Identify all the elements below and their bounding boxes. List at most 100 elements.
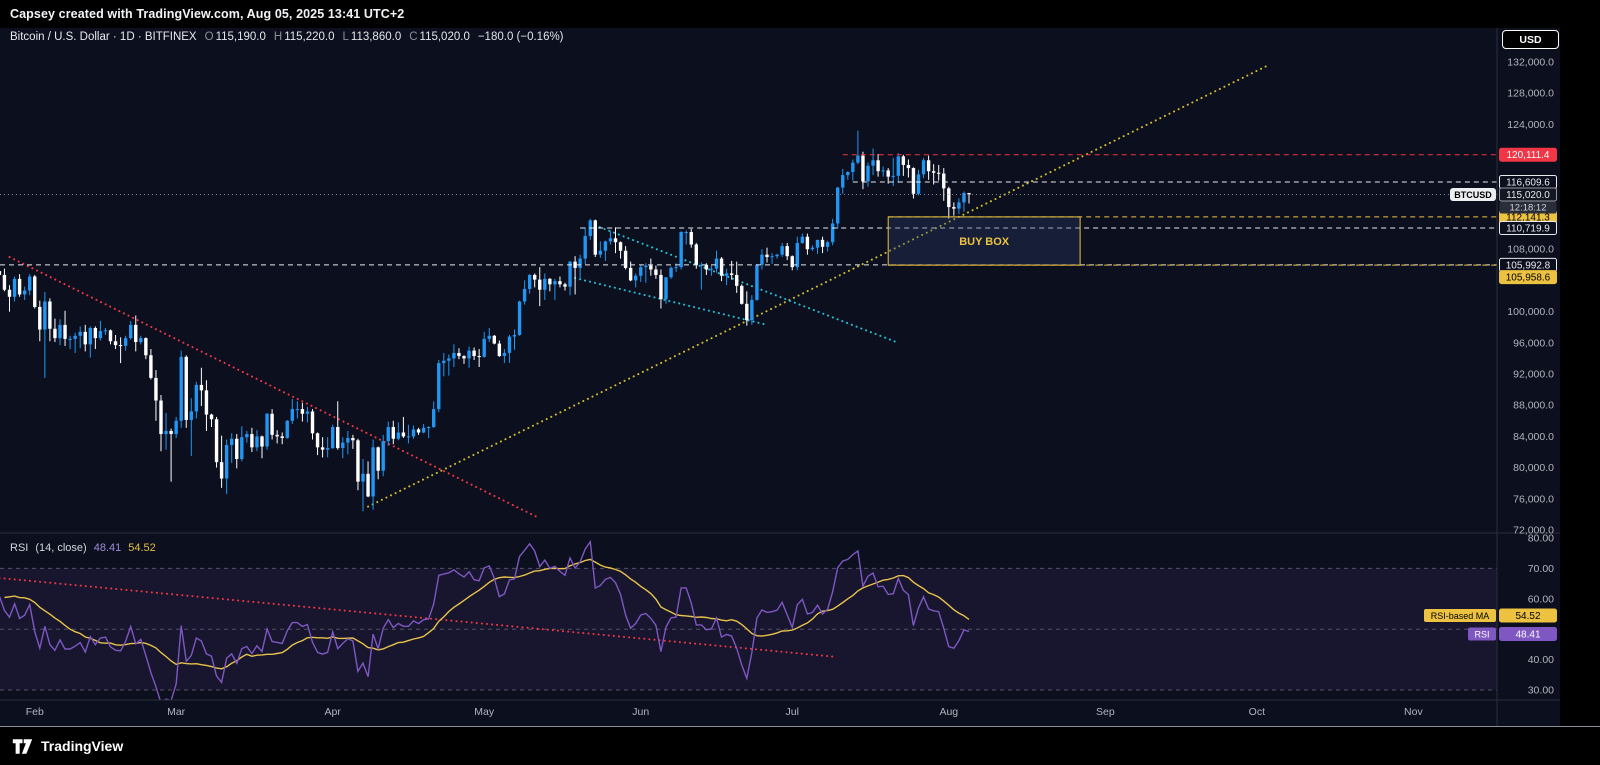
candle [421, 427, 426, 433]
candle [568, 261, 572, 287]
candle [98, 331, 103, 339]
buy-box-label: BUY BOX [959, 236, 1010, 248]
candle [250, 434, 254, 448]
candle [17, 278, 22, 295]
last-price-badge [1499, 187, 1557, 202]
candle [194, 384, 199, 412]
candle [522, 288, 527, 302]
rsi-indicator-title[interactable]: RSI [10, 542, 29, 554]
candle [704, 264, 709, 270]
candle [265, 413, 269, 447]
candle [406, 436, 411, 438]
open-value: 115,190.0 [215, 31, 266, 43]
candle [558, 281, 562, 285]
tradingview-brand[interactable]: TradingView [41, 738, 124, 754]
candle [926, 160, 931, 172]
buy-box[interactable] [887, 216, 1081, 266]
candle [189, 411, 193, 421]
candle [68, 338, 72, 340]
rsi-info-bar: RSI (14, close) 48.41 54.52 [10, 542, 156, 554]
candle [639, 267, 643, 276]
candle [58, 324, 62, 339]
candle [275, 434, 279, 437]
candle [729, 273, 734, 275]
trendline-downtrend-red[interactable] [8, 256, 541, 520]
candle [113, 341, 118, 346]
rsi-ma-value-badge-text: 54.52 [1515, 611, 1540, 622]
candle [952, 207, 956, 209]
candle [356, 440, 360, 482]
candle [548, 278, 552, 285]
candle [583, 235, 587, 259]
candle [240, 437, 244, 460]
rsi-plot-area[interactable] [0, 534, 1497, 700]
time-scale[interactable] [0, 700, 1497, 726]
symbol-tag-text: BTCUSD [1454, 190, 1492, 200]
trendline-wedge-upper-cyan[interactable] [589, 222, 900, 344]
time-axis-label-mar: Mar [167, 706, 186, 718]
candle [0, 271, 2, 275]
candle [573, 261, 577, 268]
candle [851, 162, 855, 172]
candle [411, 429, 416, 437]
price-badge-105,992.8-text: 105,992.8 [1506, 260, 1551, 271]
candle [22, 290, 27, 295]
rsi-ma-value: 54.52 [128, 542, 156, 554]
candle [255, 436, 259, 448]
price-badge-112,141.3-text: 112,141.3 [1506, 212, 1550, 223]
candle [371, 447, 375, 497]
candle [43, 301, 47, 330]
candle [563, 284, 567, 287]
candle [785, 246, 789, 257]
candle [689, 232, 693, 245]
low-value: 113,860.0 [350, 31, 402, 43]
candle [134, 324, 138, 343]
candle [260, 436, 264, 447]
price-tick-label: 88,000.0 [1513, 400, 1554, 412]
price-tick-label: 80,000.0 [1513, 462, 1554, 474]
candle [694, 244, 698, 265]
candle [674, 267, 678, 269]
price-tick-label: 76,000.0 [1513, 493, 1554, 505]
candle [310, 411, 315, 434]
price-pane: BUY BOX [0, 64, 1497, 520]
price-badge-116,609.6-text: 116,609.6 [1506, 178, 1550, 189]
candle [442, 360, 446, 364]
candle [724, 273, 729, 276]
price-scale[interactable] [1497, 28, 1560, 700]
candle [336, 427, 340, 449]
time-axis-label-oct: Oct [1249, 706, 1265, 718]
rsi-tick-label: 30.00 [1528, 685, 1554, 697]
candle [290, 409, 294, 421]
candle [118, 345, 123, 347]
chart-background [0, 28, 1560, 726]
rsi-ma-name-text: RSI-based MA [1431, 611, 1490, 621]
chart-plot-area[interactable] [0, 28, 1497, 533]
symbol-title[interactable]: Bitcoin / U.S. Dollar · 1D · BITFINEX [10, 31, 197, 43]
candle [830, 223, 835, 243]
tradingview-logo-icon[interactable] [12, 738, 33, 755]
candle [204, 390, 209, 415]
candle [331, 427, 335, 449]
candle [457, 352, 461, 357]
currency-toggle-button[interactable]: USD [1502, 30, 1559, 49]
candle [775, 254, 779, 257]
candle [553, 281, 557, 285]
price-tick-label: 92,000.0 [1513, 369, 1554, 381]
candle [144, 338, 148, 356]
rsi-name-text: RSI [1474, 630, 1489, 640]
candle [735, 274, 739, 286]
candle [896, 156, 900, 176]
trendline-uptrend-yellow[interactable] [367, 64, 1268, 508]
candle [800, 236, 805, 243]
candle [664, 277, 668, 300]
candle [432, 409, 436, 428]
symbol-tag [1450, 187, 1496, 201]
candle [199, 384, 204, 391]
candle [270, 413, 274, 435]
candle [351, 437, 355, 441]
price-tick-label: 100,000.0 [1507, 306, 1554, 318]
candle [659, 274, 663, 300]
